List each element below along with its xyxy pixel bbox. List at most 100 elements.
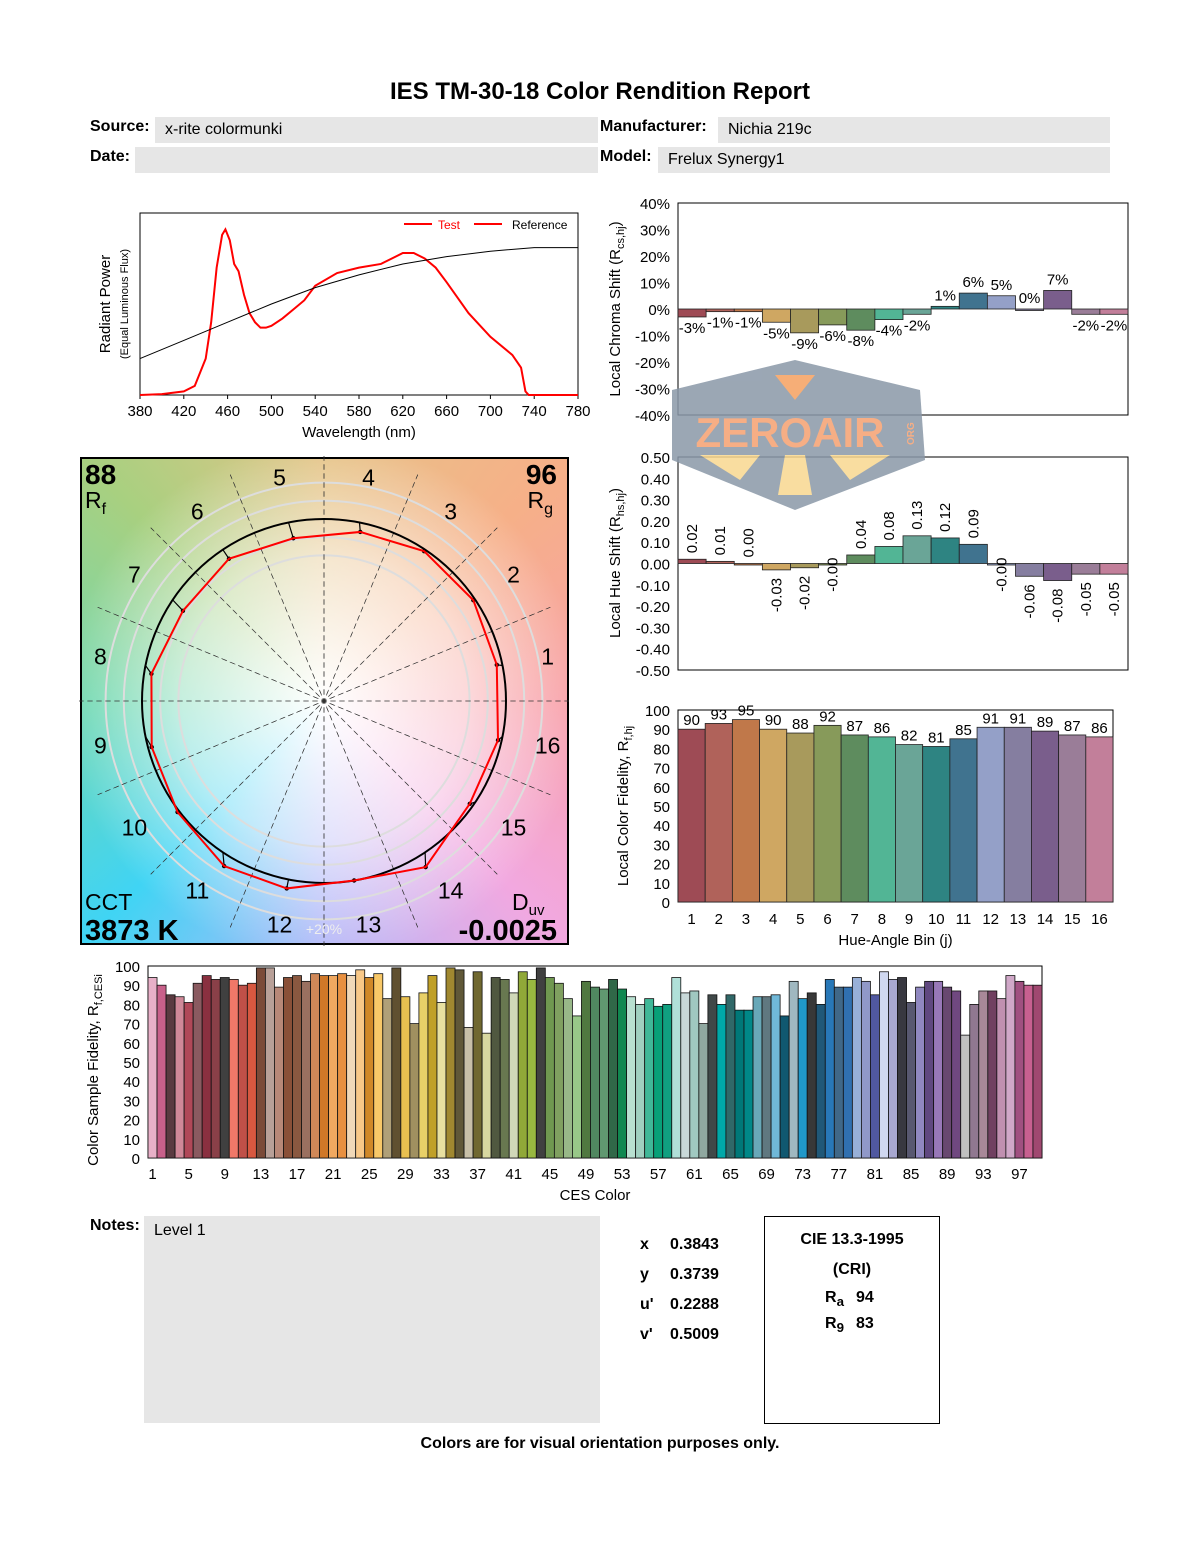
manufacturer-label: Manufacturer: [600, 118, 707, 135]
ces-x-tick: 49 [578, 1166, 595, 1183]
ces-bar-6 [192, 982, 203, 1159]
watermark-suffix: ORG [906, 422, 917, 445]
chroma-bar-11 [958, 292, 988, 310]
ces-x-tick: 81 [867, 1166, 884, 1183]
rf-label: Rf [85, 487, 107, 518]
ces-bar-47 [562, 998, 573, 1159]
ces-bar-31 [418, 992, 429, 1159]
bin-label-15: 15 [501, 815, 527, 841]
manufacturer-value: Nichia 219c [718, 117, 1110, 143]
hue-y-tick: -0.20 [636, 599, 670, 616]
hue-bar-5 [790, 563, 820, 569]
chroma-bar-14 [1043, 290, 1073, 310]
hue-y-tick: -0.10 [636, 578, 670, 595]
ces-bar-87 [924, 980, 935, 1159]
ces-bar-61 [689, 990, 700, 1159]
ces-x-tick: 61 [686, 1166, 703, 1183]
fidelity-x-tick: 1 [687, 911, 695, 928]
fidelity-bar-4 [759, 728, 788, 903]
fidelity-y-tick: 60 [653, 780, 670, 797]
ces-x-tick: 57 [650, 1166, 667, 1183]
coord-label: u' [640, 1296, 654, 1313]
fidelity-value-label: 91 [982, 710, 999, 727]
ces-bar-4 [174, 996, 185, 1159]
fidelity-x-tick: 7 [851, 911, 859, 928]
fidelity-y-tick: 20 [653, 857, 670, 874]
fidelity-bar-9 [895, 744, 924, 903]
fidelity-value-label: 85 [955, 722, 972, 739]
ces-bar-78 [842, 986, 853, 1159]
ces-bar-94 [987, 990, 998, 1159]
chromaticity-row: x 0.3843 [640, 1236, 719, 1266]
ra-value: 94 [855, 1289, 874, 1306]
chroma-value-label: 0% [1019, 290, 1041, 307]
watermark-ray [830, 455, 890, 480]
chroma-y-tick: 0% [648, 302, 670, 319]
ces-bar-54 [626, 996, 637, 1159]
bin-label-12: 12 [267, 912, 293, 938]
ces-bar-74 [806, 992, 817, 1159]
ces-bar-95 [996, 998, 1007, 1159]
fidelity-y-tick: 40 [653, 818, 670, 835]
ces-y-tick: 0 [132, 1151, 140, 1168]
watermark-ray [778, 455, 812, 495]
x-tick-label: 420 [171, 403, 196, 420]
fidelity-x-tick: 10 [928, 911, 945, 928]
ces-bar-22 [337, 973, 348, 1159]
bin-label-9: 9 [94, 732, 107, 758]
ces-y-tick: 60 [123, 1036, 140, 1053]
hue-bar-8 [874, 546, 904, 564]
ces-bar-98 [1023, 984, 1034, 1159]
chroma-y-tick: -10% [635, 329, 670, 346]
ces-bar-51 [599, 988, 609, 1159]
fidelity-x-tick: 3 [742, 911, 750, 928]
chromaticity-row: v' 0.5009 [640, 1326, 719, 1356]
ces-bar-21 [328, 975, 339, 1159]
fidelity-bar-15 [1058, 734, 1087, 903]
bin-label-11: 11 [185, 878, 209, 904]
page-title: IES TM-30-18 Color Rendition Report [389, 78, 811, 105]
fidelity-x-tick: 2 [715, 911, 723, 928]
bin-label-14: 14 [438, 878, 464, 904]
coord-value: 0.3843 [670, 1236, 719, 1253]
ces-bar-70 [770, 994, 781, 1159]
ces-x-tick: 5 [184, 1166, 192, 1183]
hue-value-label: 0.09 [965, 509, 982, 538]
chroma-value-label: -5% [763, 325, 790, 342]
hue-y-tick: 0.10 [641, 535, 670, 552]
fidelity-value-label: 90 [765, 712, 782, 729]
ces-bar-88 [933, 980, 944, 1159]
ces-bar-11 [237, 984, 248, 1159]
x-tick-label: 780 [565, 403, 590, 420]
legend-test-label: Test [438, 218, 461, 232]
ces-x-tick: 97 [1011, 1166, 1028, 1183]
cri-r9: R9 83 [825, 1315, 939, 1335]
y-axis-label: Radiant Power [97, 255, 114, 353]
rf-value: 88 [85, 459, 116, 490]
ces-bar-56 [644, 998, 655, 1159]
fidelity-x-tick: 5 [796, 911, 804, 928]
ces-bar-30 [409, 1023, 420, 1159]
hue-y-tick: 0.20 [641, 514, 670, 531]
chroma-bar-13 [1015, 308, 1045, 311]
hue-bar-10 [930, 537, 960, 564]
hue-bar-11 [958, 543, 988, 564]
shift-arrow [222, 852, 225, 867]
chroma-value-label: -2% [1072, 317, 1099, 334]
hue-value-label: 0.00 [740, 528, 757, 557]
coord-value: 0.5009 [670, 1326, 719, 1343]
ces-bar-19 [310, 973, 320, 1159]
ces-x-tick: 69 [758, 1166, 775, 1183]
ces-bar-75 [815, 1004, 826, 1159]
chroma-value-label: -1% [735, 315, 762, 332]
fidelity-bar-3 [731, 719, 760, 903]
bin-label-8: 8 [94, 644, 107, 670]
fidelity-bar-16 [1085, 736, 1114, 903]
ces-bar-40 [499, 979, 510, 1159]
ces-bar-48 [572, 1015, 582, 1159]
ces-bar-3 [165, 994, 176, 1159]
bin-label-6: 6 [191, 498, 204, 524]
test-polygon [150, 530, 500, 890]
ces-y-tick: 30 [123, 1093, 140, 1110]
chroma-y-tick: 20% [640, 249, 670, 266]
